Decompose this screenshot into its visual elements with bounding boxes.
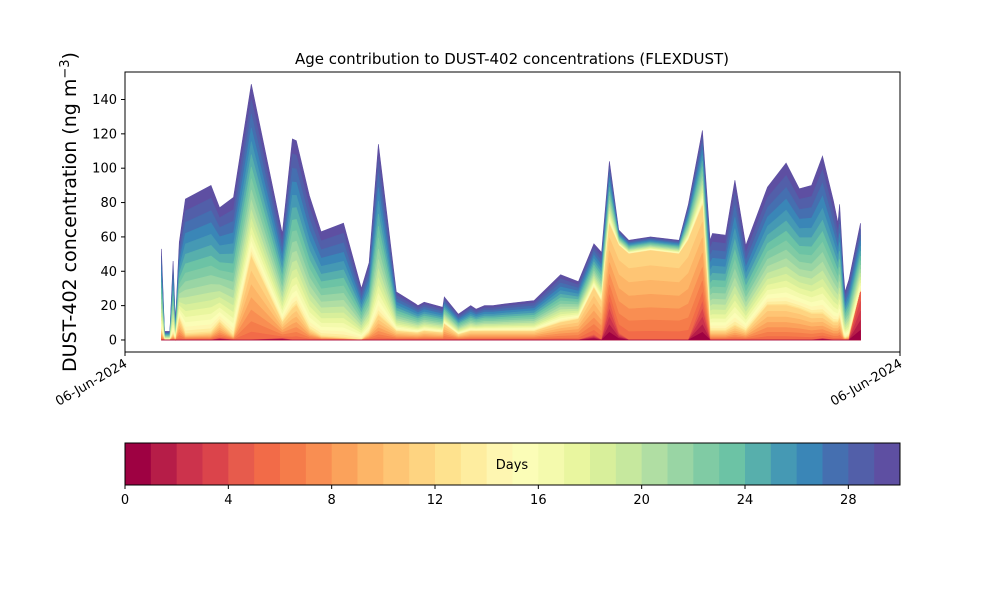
colorbar-swatch — [848, 443, 875, 485]
colorbar-swatch — [874, 443, 901, 485]
colorbar-swatch — [615, 443, 643, 485]
colorbar-swatch — [486, 443, 513, 485]
colorbar-swatch — [409, 443, 436, 485]
colorbar-label: Days — [496, 458, 529, 473]
y-tick-label: 80 — [100, 196, 117, 211]
colorbar-tick-label: 0 — [121, 493, 129, 508]
colorbar-swatch — [512, 443, 539, 485]
chart-title: Age contribution to DUST-402 concentrati… — [295, 50, 729, 68]
y-tick-label: 140 — [92, 93, 117, 108]
y-tick-label: 40 — [100, 265, 117, 280]
colorbar-swatch — [693, 443, 720, 485]
y-tick-label: 0 — [109, 333, 117, 348]
y-tick-label: 100 — [92, 162, 117, 177]
colorbar-tick-label: 28 — [840, 493, 857, 508]
colorbar-swatch — [383, 443, 410, 485]
colorbar-swatch — [667, 443, 694, 485]
colorbar-swatch — [357, 443, 384, 485]
colorbar-tick-label: 16 — [530, 493, 547, 508]
colorbar-swatch — [331, 443, 358, 485]
colorbar-swatch — [796, 443, 823, 485]
colorbar-swatch — [150, 443, 178, 485]
colorbar-tick-label: 4 — [224, 493, 232, 508]
plot-frame — [124, 71, 901, 353]
colorbar-frame — [124, 442, 901, 486]
colorbar-swatch — [228, 443, 255, 485]
colorbar-swatch — [745, 443, 772, 485]
colorbar: 0 4 8 12 16 20 24 28 — [121, 442, 901, 508]
colorbar-swatch — [822, 443, 849, 485]
colorbar-tick-label: 12 — [427, 493, 444, 508]
colorbar-swatch — [305, 443, 333, 485]
colorbar-swatch — [176, 443, 203, 485]
colorbar-swatch — [460, 443, 488, 485]
colorbar-swatch — [538, 443, 565, 485]
colorbar-swatch — [590, 443, 617, 485]
colorbar-swatch — [202, 443, 229, 485]
colorbar-swatch — [564, 443, 591, 485]
colorbar-swatch — [770, 443, 798, 485]
colorbar-swatch — [125, 443, 152, 485]
colorbar-tick-label: 8 — [328, 493, 336, 508]
x-axis: 06-Jun-2024 06-Jun-2024 — [53, 352, 905, 409]
colorbar-swatch — [254, 443, 281, 485]
colorbar-swatch — [280, 443, 307, 485]
colorbar-swatch — [641, 443, 668, 485]
x-tick-label: 06-Jun-2024 — [828, 356, 905, 409]
y-axis-label: DUST-402 concentration (ng m−3) — [58, 52, 81, 372]
colorbar-tick-label: 20 — [633, 493, 650, 508]
colorbar-tick-label: 24 — [737, 493, 754, 508]
plot-area — [161, 83, 861, 342]
y-axis: 0 20 40 60 80 100 120 140 — [92, 93, 125, 348]
colorbar-swatch — [719, 443, 746, 485]
y-tick-label: 20 — [100, 299, 117, 314]
y-tick-label: 60 — [100, 230, 117, 245]
colorbar-swatch — [435, 443, 462, 485]
y-tick-label: 120 — [92, 127, 117, 142]
age-band-0 — [161, 329, 861, 341]
